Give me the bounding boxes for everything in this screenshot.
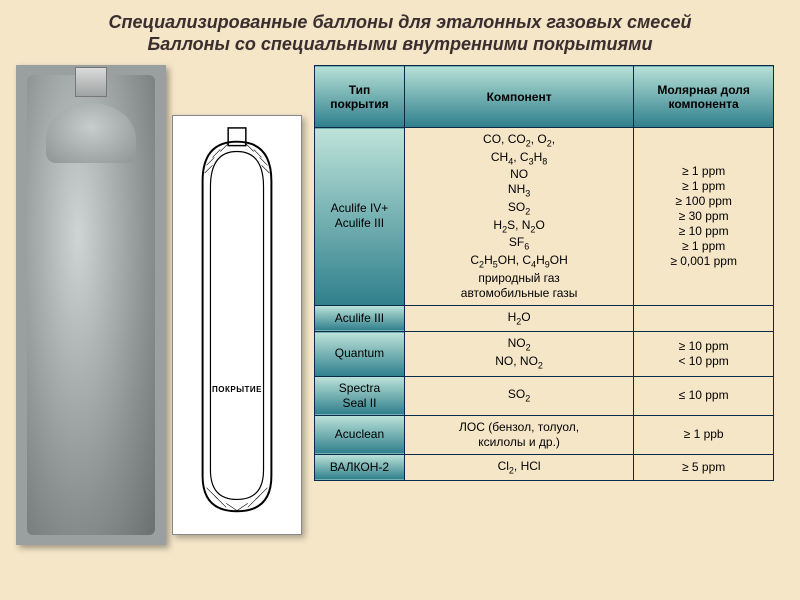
cell-component: CO, CO2, O2,CH4, C3H8NONH3SO2H2S, N2OSF6… bbox=[404, 128, 633, 305]
cell-type: ВАЛКОН-2 bbox=[315, 454, 405, 481]
cell-type: Quantum bbox=[315, 332, 405, 376]
cylinder-diagram-svg bbox=[179, 122, 295, 523]
cell-type: SpectraSeal II bbox=[315, 376, 405, 415]
cell-value: ≥ 1 ppb bbox=[634, 415, 774, 454]
cylinder-diagram: ПОКРЫТИЕ bbox=[172, 115, 302, 535]
th-component: Компонент bbox=[404, 66, 633, 128]
table-row: QuantumNO2NO, NO2≥ 10 ppm< 10 ppm bbox=[315, 332, 774, 376]
cell-component: Cl2, HCl bbox=[404, 454, 633, 481]
table-row: Aculife IV+Aculife IIICO, CO2, O2,CH4, C… bbox=[315, 128, 774, 305]
diagram-label: ПОКРЫТИЕ bbox=[212, 385, 262, 394]
table-row: Aculife IIIH2O bbox=[315, 305, 774, 332]
cell-type: Acuclean bbox=[315, 415, 405, 454]
table-body: Aculife IV+Aculife IIICO, CO2, O2,CH4, C… bbox=[315, 128, 774, 481]
table-row: AcucleanЛОС (бензол, толуол,ксилолы и др… bbox=[315, 415, 774, 454]
images-block: ПОКРЫТИЕ bbox=[16, 65, 302, 545]
coating-table: Тип покрытия Компонент Молярная доля ком… bbox=[314, 65, 774, 481]
table-row: ВАЛКОН-2Cl2, HCl≥ 5 ppm bbox=[315, 454, 774, 481]
cell-component: ЛОС (бензол, толуол,ксилолы и др.) bbox=[404, 415, 633, 454]
cylinder-photo bbox=[16, 65, 166, 545]
cell-value bbox=[634, 305, 774, 332]
cell-component: SO2 bbox=[404, 376, 633, 415]
title-line-2: Баллоны со специальными внутренними покр… bbox=[148, 34, 653, 54]
cell-component: H2O bbox=[404, 305, 633, 332]
cylinder-photo-body bbox=[27, 75, 155, 535]
table-row: SpectraSeal IISO2≤ 10 ppm bbox=[315, 376, 774, 415]
cell-value: ≥ 5 ppm bbox=[634, 454, 774, 481]
th-value: Молярная доля компонента bbox=[634, 66, 774, 128]
cell-value: ≤ 10 ppm bbox=[634, 376, 774, 415]
th-type: Тип покрытия bbox=[315, 66, 405, 128]
content-row: ПОКРЫТИЕ Тип покрытия Компонент Молярная… bbox=[16, 65, 784, 545]
cell-type: Aculife III bbox=[315, 305, 405, 332]
cell-component: NO2NO, NO2 bbox=[404, 332, 633, 376]
cell-value: ≥ 1 ppm≥ 1 ppm≥ 100 ppm≥ 30 ppm≥ 10 ppm≥… bbox=[634, 128, 774, 305]
title-line-1: Специализированные баллоны для эталонных… bbox=[108, 12, 691, 32]
slide-title: Специализированные баллоны для эталонных… bbox=[16, 12, 784, 55]
cell-type: Aculife IV+Aculife III bbox=[315, 128, 405, 305]
slide-root: Специализированные баллоны для эталонных… bbox=[0, 0, 800, 600]
cell-value: ≥ 10 ppm< 10 ppm bbox=[634, 332, 774, 376]
